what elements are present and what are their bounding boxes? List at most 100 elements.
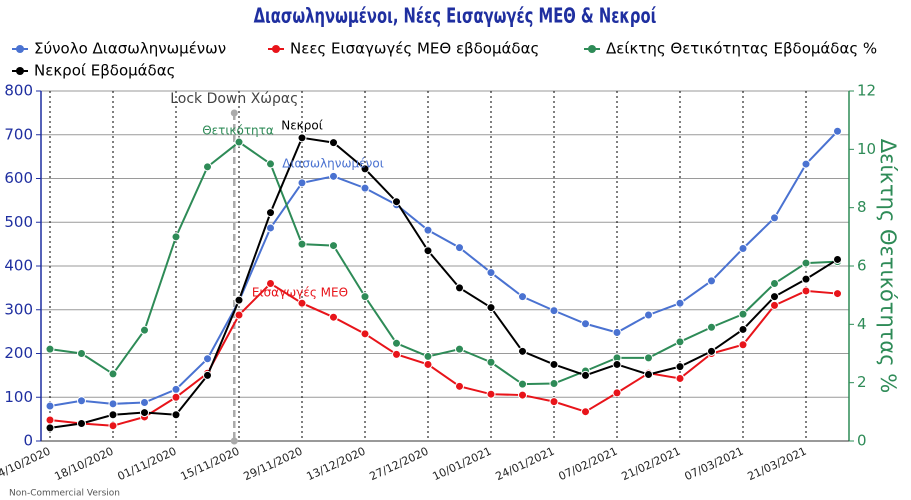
y2-tick-label: 10 (857, 140, 876, 158)
data-point (108, 410, 118, 420)
watermark: Non-Commercial Version (9, 489, 120, 499)
data-point (455, 283, 464, 293)
data-point (486, 357, 496, 367)
data-point (423, 351, 433, 361)
data-point (801, 258, 811, 268)
data-point (675, 298, 685, 308)
data-point (801, 159, 811, 169)
data-point (77, 396, 86, 406)
data-point (423, 225, 433, 235)
data-point (329, 241, 338, 251)
y2-tick-label: 2 (857, 373, 867, 391)
data-point (392, 197, 401, 207)
legend-label: Νεες Εισαγωγές ΜΕΘ εβδομάδας (290, 40, 539, 58)
data-point (297, 298, 307, 308)
data-point (801, 286, 811, 296)
data-point (266, 159, 275, 169)
data-point (234, 137, 244, 147)
legend-marker (16, 67, 24, 75)
data-point (644, 310, 653, 320)
data-point (140, 325, 149, 335)
data-point (738, 324, 748, 334)
data-point (171, 410, 181, 420)
data-point (581, 370, 590, 380)
y2-tick-label: 6 (857, 257, 867, 275)
data-point (423, 359, 433, 369)
data-point (203, 354, 212, 364)
data-point (833, 126, 842, 136)
data-point (108, 369, 118, 379)
data-point (581, 319, 590, 329)
chart-title: Διασωληνωμένοι, Νέες Εισαγωγές ΜΕΘ & Νεκ… (254, 5, 657, 28)
data-point (770, 300, 779, 310)
data-point (549, 306, 559, 316)
data-point (675, 362, 685, 372)
series-line (49, 130, 839, 407)
data-point (140, 408, 149, 418)
y-tick-label: 800 (4, 82, 33, 100)
data-point (108, 421, 118, 431)
y2-axis-label: Δείκτης Θετικότητας % (876, 139, 900, 393)
data-point (203, 162, 212, 172)
data-point (360, 183, 370, 193)
data-point (518, 379, 527, 389)
data-point (833, 289, 842, 299)
y-tick-label: 500 (4, 213, 33, 231)
y-tick-label: 200 (4, 344, 33, 362)
series-line (49, 282, 838, 427)
data-point (77, 349, 86, 358)
legend-label: Νεκροί Εβδομάδας (34, 62, 175, 80)
data-point (234, 310, 244, 320)
data-point (45, 423, 55, 433)
data-point (171, 392, 181, 402)
data-point (707, 346, 716, 356)
data-point (770, 279, 779, 288)
annotation: Εισαγωγές ΜΕΘ (252, 286, 348, 300)
data-point (675, 337, 685, 347)
series-line (49, 140, 838, 386)
annotation: Lock Down Χώρας (170, 91, 298, 107)
data-point (45, 344, 55, 354)
data-point (455, 243, 464, 253)
data-point (329, 171, 338, 181)
data-point (612, 328, 622, 337)
data-point (45, 401, 55, 411)
data-point (392, 338, 401, 348)
data-point (707, 322, 716, 332)
data-point (455, 344, 464, 354)
annotation: Νεκροί (281, 119, 323, 133)
y-tick-label: 100 (4, 388, 33, 406)
data-point (297, 239, 307, 249)
data-point (549, 359, 559, 369)
data-point (612, 359, 622, 369)
data-point (360, 292, 370, 302)
data-point (140, 398, 149, 407)
data-point (612, 388, 622, 398)
y-tick-label: 600 (4, 169, 33, 187)
data-point (738, 340, 748, 350)
data-point (423, 246, 433, 256)
data-point (770, 213, 779, 223)
series-line (49, 136, 839, 429)
data-point (738, 309, 748, 319)
data-point (644, 370, 653, 379)
data-point (171, 384, 181, 394)
data-point (203, 370, 212, 380)
legend-marker (16, 45, 24, 53)
data-point (486, 389, 496, 399)
data-point (518, 390, 527, 400)
y-tick-label: 400 (4, 257, 33, 275)
data-point (329, 138, 338, 148)
data-point (266, 279, 275, 288)
y2-tick-label: 4 (857, 315, 867, 333)
data-point (486, 268, 496, 278)
lockdown-dot (230, 109, 238, 117)
y2-tick-label: 0 (857, 432, 867, 450)
data-point (108, 399, 118, 409)
data-point (171, 232, 181, 242)
data-point (801, 274, 811, 284)
legend-marker (588, 45, 596, 53)
y2-tick-label: 12 (857, 82, 876, 100)
annotation: Θετικότητα (202, 124, 274, 138)
